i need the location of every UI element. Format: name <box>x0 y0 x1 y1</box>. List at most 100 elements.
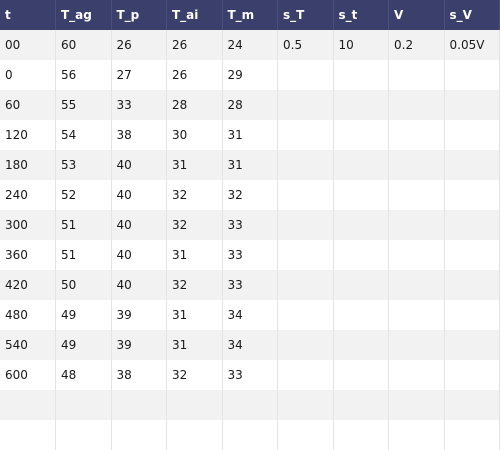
table-cell[interactable]: 00 <box>0 30 56 60</box>
column-header[interactable]: T_m <box>222 0 278 30</box>
table-cell[interactable] <box>277 300 334 330</box>
table-cell[interactable]: 30 <box>166 120 223 150</box>
table-cell[interactable]: 40 <box>111 180 167 210</box>
table-cell[interactable] <box>444 360 500 390</box>
table-cell[interactable]: 33 <box>222 270 278 300</box>
table-cell[interactable]: 0.2 <box>388 30 445 60</box>
table-cell[interactable]: 34 <box>222 300 278 330</box>
table-cell[interactable] <box>277 360 334 390</box>
table-cell[interactable]: 54 <box>55 120 112 150</box>
table-cell[interactable] <box>222 420 278 450</box>
table-cell[interactable]: 32 <box>166 270 223 300</box>
table-cell[interactable]: 31 <box>166 150 223 180</box>
table-cell[interactable]: 360 <box>0 240 56 270</box>
table-cell[interactable]: 10 <box>333 30 389 60</box>
table-cell[interactable]: 26 <box>166 30 223 60</box>
table-cell[interactable] <box>222 390 278 420</box>
table-cell[interactable] <box>388 420 445 450</box>
column-header[interactable]: s_t <box>333 0 389 30</box>
column-header[interactable]: V <box>388 0 445 30</box>
table-cell[interactable]: 31 <box>166 330 223 360</box>
table-cell[interactable] <box>388 90 445 120</box>
table-cell[interactable]: 49 <box>55 330 112 360</box>
table-cell[interactable]: 300 <box>0 210 56 240</box>
table-cell[interactable]: 0 <box>0 60 56 90</box>
table-cell[interactable] <box>166 420 223 450</box>
column-header[interactable]: T_p <box>111 0 167 30</box>
table-cell[interactable]: 40 <box>111 210 167 240</box>
table-cell[interactable] <box>277 240 334 270</box>
column-header[interactable]: s_V <box>444 0 500 30</box>
table-cell[interactable]: 480 <box>0 300 56 330</box>
table-cell[interactable]: 53 <box>55 150 112 180</box>
table-cell[interactable] <box>388 390 445 420</box>
table-cell[interactable]: 120 <box>0 120 56 150</box>
table-cell[interactable]: 420 <box>0 270 56 300</box>
table-cell[interactable]: 27 <box>111 60 167 90</box>
table-cell[interactable]: 49 <box>55 300 112 330</box>
column-header[interactable]: T_ai <box>166 0 223 30</box>
table-cell[interactable] <box>444 420 500 450</box>
column-header[interactable]: s_T <box>277 0 334 30</box>
table-cell[interactable] <box>333 270 389 300</box>
table-cell[interactable]: 60 <box>0 90 56 120</box>
table-cell[interactable] <box>388 240 445 270</box>
table-cell[interactable]: 28 <box>166 90 223 120</box>
table-cell[interactable] <box>333 90 389 120</box>
table-cell[interactable]: 540 <box>0 330 56 360</box>
table-cell[interactable] <box>444 180 500 210</box>
table-cell[interactable] <box>388 60 445 90</box>
table-cell[interactable]: 24 <box>222 30 278 60</box>
column-header[interactable]: T_ag <box>55 0 112 30</box>
table-cell[interactable] <box>444 270 500 300</box>
table-cell[interactable]: 38 <box>111 120 167 150</box>
table-cell[interactable]: 29 <box>222 60 278 90</box>
table-cell[interactable] <box>444 150 500 180</box>
table-cell[interactable] <box>277 150 334 180</box>
table-cell[interactable] <box>277 270 334 300</box>
table-cell[interactable]: 39 <box>111 300 167 330</box>
table-cell[interactable]: 26 <box>166 60 223 90</box>
table-cell[interactable] <box>333 180 389 210</box>
table-cell[interactable]: 51 <box>55 210 112 240</box>
table-cell[interactable] <box>333 420 389 450</box>
table-cell[interactable]: 0.5 <box>277 30 334 60</box>
table-cell[interactable] <box>444 210 500 240</box>
table-cell[interactable] <box>333 120 389 150</box>
table-cell[interactable]: 48 <box>55 360 112 390</box>
table-cell[interactable] <box>55 420 112 450</box>
table-cell[interactable]: 33 <box>222 210 278 240</box>
table-cell[interactable] <box>444 390 500 420</box>
table-cell[interactable]: 0.05V <box>444 30 500 60</box>
table-cell[interactable]: 33 <box>111 90 167 120</box>
table-cell[interactable] <box>388 150 445 180</box>
table-cell[interactable]: 56 <box>55 60 112 90</box>
table-cell[interactable] <box>0 390 56 420</box>
table-cell[interactable]: 31 <box>166 240 223 270</box>
table-cell[interactable]: 51 <box>55 240 112 270</box>
table-cell[interactable] <box>388 180 445 210</box>
table-cell[interactable]: 50 <box>55 270 112 300</box>
table-cell[interactable]: 32 <box>222 180 278 210</box>
table-cell[interactable] <box>388 270 445 300</box>
table-cell[interactable]: 32 <box>166 360 223 390</box>
table-cell[interactable] <box>277 120 334 150</box>
table-cell[interactable]: 38 <box>111 360 167 390</box>
table-cell[interactable] <box>333 150 389 180</box>
table-cell[interactable] <box>111 420 167 450</box>
column-header[interactable]: t <box>0 0 56 30</box>
table-cell[interactable] <box>333 60 389 90</box>
table-cell[interactable] <box>277 390 334 420</box>
table-cell[interactable] <box>0 420 56 450</box>
table-cell[interactable] <box>444 120 500 150</box>
table-cell[interactable] <box>333 300 389 330</box>
table-cell[interactable] <box>333 360 389 390</box>
table-cell[interactable]: 34 <box>222 330 278 360</box>
table-cell[interactable] <box>388 300 445 330</box>
table-cell[interactable] <box>277 330 334 360</box>
table-cell[interactable]: 31 <box>166 300 223 330</box>
table-cell[interactable]: 26 <box>111 30 167 60</box>
table-cell[interactable] <box>388 120 445 150</box>
table-cell[interactable]: 40 <box>111 270 167 300</box>
table-cell[interactable] <box>444 90 500 120</box>
